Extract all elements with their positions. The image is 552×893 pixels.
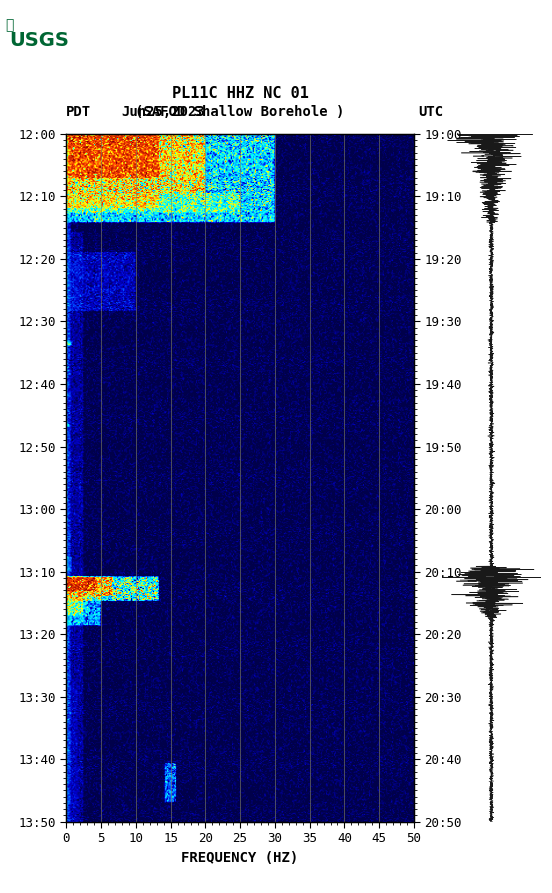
Text: ⛰: ⛰ [6,19,14,32]
X-axis label: FREQUENCY (HZ): FREQUENCY (HZ) [182,850,299,864]
Text: PL11C HHZ NC 01: PL11C HHZ NC 01 [172,87,309,101]
Text: (SAFOD Shallow Borehole ): (SAFOD Shallow Borehole ) [135,104,345,119]
Text: Jun25,2023: Jun25,2023 [121,104,205,119]
Text: USGS: USGS [9,30,68,50]
Text: PDT: PDT [66,104,92,119]
Text: UTC: UTC [418,104,443,119]
